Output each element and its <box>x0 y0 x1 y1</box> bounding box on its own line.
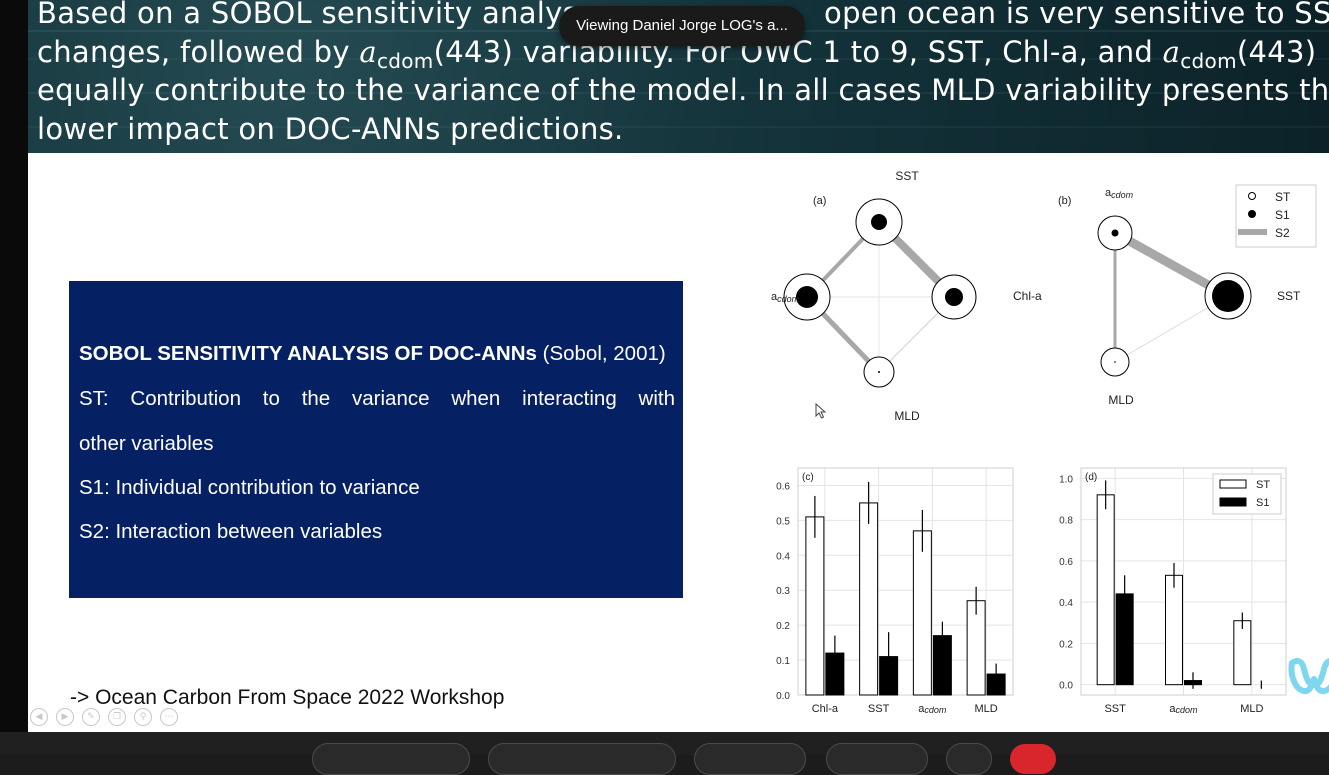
node-mld-s1 <box>878 371 880 373</box>
s2-definition: S2: Interaction between variables <box>79 520 383 543</box>
legend-st-marker <box>1248 192 1256 200</box>
node-chla-s1 <box>945 288 963 306</box>
x-tick-label: acdom <box>918 703 947 715</box>
x-tick-label: MLD <box>1240 703 1263 715</box>
next-icon[interactable]: ▶ <box>56 708 74 726</box>
legend-s1-marker <box>1248 210 1256 218</box>
mouse-cursor-icon <box>815 402 827 423</box>
more-icon[interactable]: ⋯ <box>160 708 178 726</box>
legend-s1-label: S1 <box>1256 497 1269 509</box>
y-tick-label: 0.0 <box>1059 681 1073 692</box>
meeting-control-button[interactable] <box>694 743 806 775</box>
node-label-sst: SST <box>895 169 919 183</box>
slide: Based on a SOBOL sensitivity analys open … <box>28 0 1329 732</box>
panel-label-b: (b) <box>1058 195 1071 207</box>
st-definition-line-1: ST: Contribution to the variance when in… <box>79 387 675 410</box>
y-tick-label: 0.6 <box>1059 557 1073 568</box>
node-sst-s1 <box>871 214 887 230</box>
legend-st-label: ST <box>1256 479 1270 491</box>
slide-header-text: Based on a SOBOL sensitivity analys open … <box>37 0 1329 148</box>
meeting-control-button[interactable] <box>488 743 676 775</box>
meeting-more-button[interactable] <box>946 743 992 775</box>
zoom-icon[interactable]: ⚲ <box>134 708 152 726</box>
bar-st <box>966 600 986 696</box>
y-tick-label: 0.2 <box>1059 639 1073 650</box>
x-tick-label: acdom <box>1169 703 1198 715</box>
meeting-viewing-toast: Viewing Daniel Jorge LOG's a... <box>559 6 805 46</box>
y-tick-label: 0.3 <box>776 586 790 597</box>
header-line-1: Based on a SOBOL sensitivity analys open … <box>37 0 1329 30</box>
y-tick-label: 0.8 <box>1059 516 1073 527</box>
y-tick-label: 0.2 <box>776 621 790 632</box>
y-tick-label: 0.0 <box>776 691 790 702</box>
bar-st <box>859 502 879 696</box>
y-tick-label: 0.6 <box>776 481 790 492</box>
network-diagram-b: (b) acdom SST MLD ST S1 S2 <box>1058 184 1317 407</box>
st-definition-line-2: other variables <box>79 432 214 455</box>
bar-st <box>1096 494 1115 686</box>
y-tick-label: 0.4 <box>776 551 790 562</box>
bar-chart-d: 0.0 0.2 0.4 0.6 0.8 1.0 SST acdom MLD (d) ST S1 <box>1059 467 1287 715</box>
y-tick-label: 0.1 <box>776 656 790 667</box>
s1-definition: S1: Individual contribution to variance <box>79 476 420 499</box>
workshop-reference: -> Ocean Carbon From Space 2022 Workshop <box>70 686 505 709</box>
legend-st-label: ST <box>1275 190 1291 204</box>
header-line-3: equally contribute to the variance of th… <box>37 73 1329 107</box>
left-window-edge <box>0 0 28 732</box>
node-label-chla: Chl-a <box>1013 289 1042 303</box>
bar-chart-c: 0.0 0.1 0.2 0.3 0.4 0.5 0.6 Chl-a SST acdom MLD (c) <box>776 467 1014 715</box>
bar-st <box>912 530 932 696</box>
node-sst-s1 <box>1212 280 1244 312</box>
node-mld-s1 <box>1114 361 1116 363</box>
node-label-mld: MLD <box>1108 393 1134 407</box>
header-line-2: changes, followed by acdom(443) variabil… <box>37 34 1317 73</box>
node-label-acdom: acdom <box>1105 187 1134 200</box>
node-label-mld: MLD <box>894 409 920 423</box>
leave-meeting-button[interactable] <box>1010 744 1056 774</box>
bar-st <box>1233 620 1252 686</box>
node-acdom-s1 <box>1111 229 1119 237</box>
x-tick-label: SST <box>868 703 890 715</box>
copy-icon[interactable]: ❐ <box>108 708 126 726</box>
legend-st-swatch <box>1219 479 1247 489</box>
plot-frame <box>797 467 1014 696</box>
legend-s2-label: S2 <box>1275 226 1290 240</box>
x-tick-label: Chl-a <box>812 703 839 715</box>
legend-s1-label: S1 <box>1275 208 1290 222</box>
network-diagram-a: (a) SST acdom Chl-a MLD <box>771 169 1042 423</box>
plot-frame <box>1080 467 1287 696</box>
x-tick-label: MLD <box>975 703 998 715</box>
header-line-4: lower impact on DOC-ANNs predictions. <box>37 111 624 146</box>
meeting-control-button[interactable] <box>312 743 470 775</box>
bar-st <box>805 516 825 696</box>
webex-logo-icon <box>1288 655 1329 699</box>
node-label-acdom: acdom <box>771 291 800 304</box>
previous-icon[interactable]: ◀ <box>30 708 48 726</box>
sobol-box-title: SOBOL SENSITIVITY ANALYSIS OF DOC-ANNs (… <box>79 342 666 365</box>
panel-label-a: (a) <box>813 195 826 207</box>
x-tick-label: SST <box>1104 703 1126 715</box>
y-tick-label: 0.4 <box>1059 598 1073 609</box>
sobol-definition-box: SOBOL SENSITIVITY ANALYSIS OF DOC-ANNs (… <box>69 281 683 598</box>
y-tick-label: 0.5 <box>776 516 790 527</box>
legend-s1-swatch <box>1219 497 1247 507</box>
panel-label: (d) <box>1085 472 1097 483</box>
meeting-control-button[interactable] <box>826 743 928 775</box>
node-acdom-s1 <box>796 286 818 308</box>
panel-label: (c) <box>802 472 814 483</box>
bar-st <box>1165 574 1183 686</box>
pen-icon[interactable]: ✎ <box>82 708 100 726</box>
node-label-sst: SST <box>1277 289 1301 303</box>
y-tick-label: 1.0 <box>1059 474 1073 485</box>
